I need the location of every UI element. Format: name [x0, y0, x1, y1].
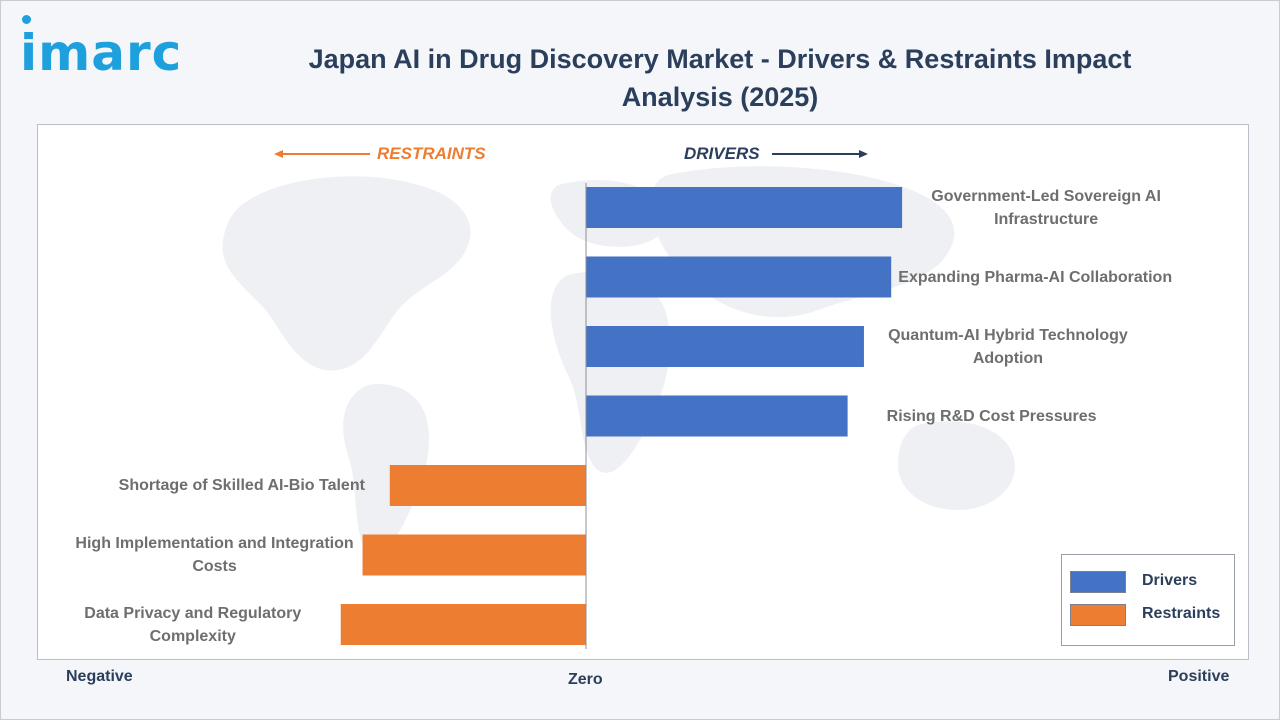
bar-label-2: Expanding Pharma-AI Collaboration: [898, 268, 1173, 286]
bar-label-5: Shortage of Skilled AI-Bio Talent: [118, 477, 365, 494]
bar-restraints-5: [389, 465, 586, 506]
bars-layer: [340, 183, 903, 649]
imarc-logo: imarc: [20, 24, 183, 82]
bar-label-1: Government-Led Sovereign AI Infrastructu…: [931, 187, 1161, 228]
chart-title: Japan AI in Drug Discovery Market - Driv…: [308, 44, 1132, 112]
plot-area: RESTRAINTS DRIVERS Government-Led Sovere…: [37, 124, 1249, 660]
legend-label-restraints: Restraints: [1142, 605, 1221, 622]
axis-label-negative: Negative: [66, 668, 133, 685]
bar-label-3: Quantum-AI Hybrid Technology Adoption: [888, 326, 1128, 367]
bar-label-4: Rising R&D Cost Pressures: [886, 407, 1097, 425]
drivers-direction-label: DRIVERS: [684, 144, 760, 163]
bar-restraints-7: [340, 604, 586, 645]
axis-label-zero: Zero: [568, 671, 603, 688]
drivers-arrow: [772, 150, 868, 158]
bar-restraints-6: [362, 534, 586, 576]
bar-drivers-1: [586, 187, 903, 228]
bar-label-6: High Implementation and Integration Cost…: [75, 535, 354, 575]
bar-label-7: Data Privacy and Regulatory Complexity: [84, 604, 302, 645]
legend-label-drivers: Drivers: [1142, 572, 1198, 589]
restraints-arrow: [274, 150, 370, 158]
restraints-direction-label: RESTRAINTS: [377, 144, 486, 163]
legend-swatch-drivers: [1070, 571, 1126, 593]
logo-dot: [22, 15, 31, 24]
legend-swatch-restraints: [1070, 604, 1126, 626]
bar-drivers-3: [586, 326, 864, 367]
axis-label-positive: Positive: [1168, 668, 1230, 685]
bar-drivers-2: [586, 256, 892, 298]
legend: Drivers Restraints: [1061, 554, 1235, 646]
bar-drivers-4: [586, 395, 848, 437]
